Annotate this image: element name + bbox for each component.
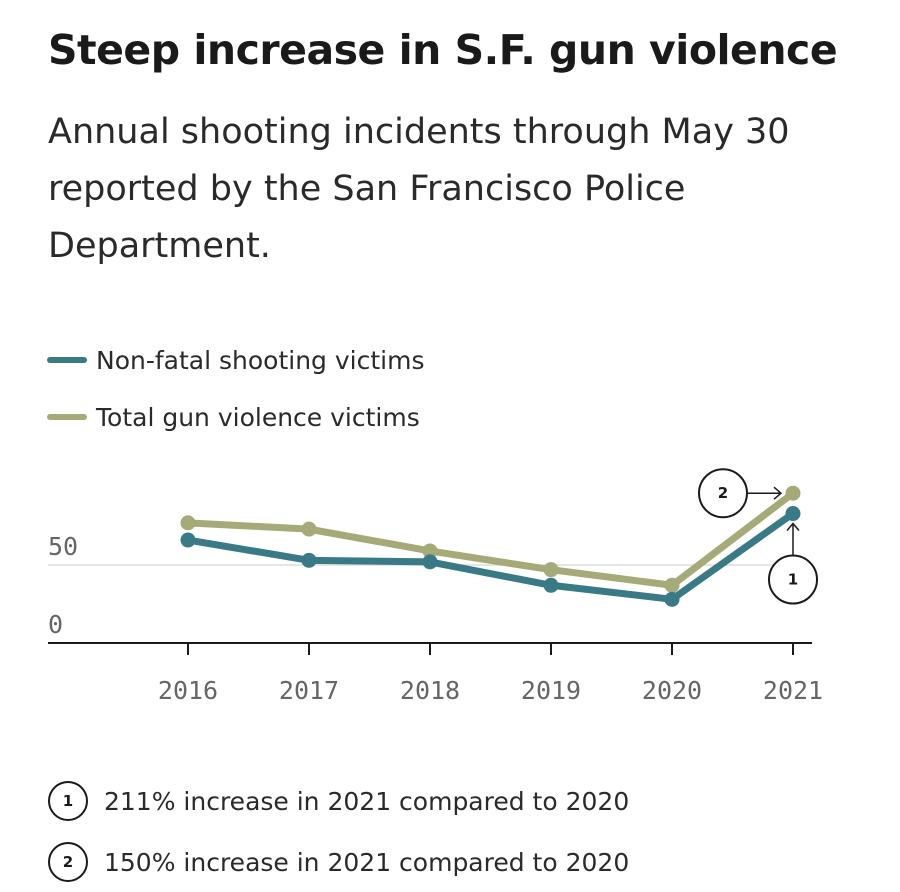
data-point-non-fatal-2019 [543,577,559,593]
data-point-non-fatal-2016 [180,532,196,548]
data-point-total-2021 [785,485,801,501]
x-tick-label-2017: 2017 [279,676,339,705]
annotation-arrowhead-2 [773,486,783,500]
annotation-label-1: 1 [788,571,798,589]
chart-series [180,485,801,607]
footnote-1: 1 211% increase in 2021 compared to 2020 [48,779,629,823]
data-point-total-2019 [543,562,559,578]
annotation-label-2: 2 [718,484,728,502]
y-tick-label-50: 50 [48,532,78,561]
series-line-non-fatal [184,510,797,603]
x-tick-label-2020: 2020 [642,676,702,705]
data-point-non-fatal-2020 [664,591,680,607]
data-point-total-2017 [301,521,317,537]
line-chart: Non-fatal shooting victims Total gun vio… [47,346,823,705]
footnote-marker-2: 2 [48,842,88,882]
data-point-non-fatal-2021 [785,506,801,522]
data-point-total-2020 [664,577,680,593]
legend-label-total: Total gun violence victims [95,403,420,432]
data-point-non-fatal-2017 [301,552,317,568]
chart-title: Steep increase in S.F. gun violence [48,26,838,74]
footnote-marker-1: 1 [48,781,88,821]
footnote-text-2: 150% increase in 2021 compared to 2020 [104,847,630,877]
data-point-total-2018 [422,543,438,559]
x-tick-label-2016: 2016 [158,676,218,705]
annotation-arrowhead-1 [786,522,800,532]
x-tick-label-2018: 2018 [400,676,460,705]
chart-annotations: 12 [698,468,818,605]
series-line-total [184,489,797,589]
legend-label-non-fatal: Non-fatal shooting victims [96,346,424,375]
annotation-marker-1 [768,554,818,605]
footnote-text-1: 211% increase in 2021 compared to 2020 [104,786,630,816]
x-tick-label-2019: 2019 [521,676,581,705]
chart-subtitle: Annual shooting incidents through May 30… [48,112,790,266]
x-tick-label-2021: 2021 [763,676,823,705]
data-point-total-2016 [180,515,196,531]
data-point-non-fatal-2018 [422,554,438,570]
legend: Non-fatal shooting victims Total gun vio… [47,346,424,432]
y-tick-label-0: 0 [48,610,63,639]
x-axis: 2016 2017 2018 2019 2020 2021 [48,642,823,705]
footnote-2: 2 150% increase in 2021 compared to 2020 [48,840,629,884]
